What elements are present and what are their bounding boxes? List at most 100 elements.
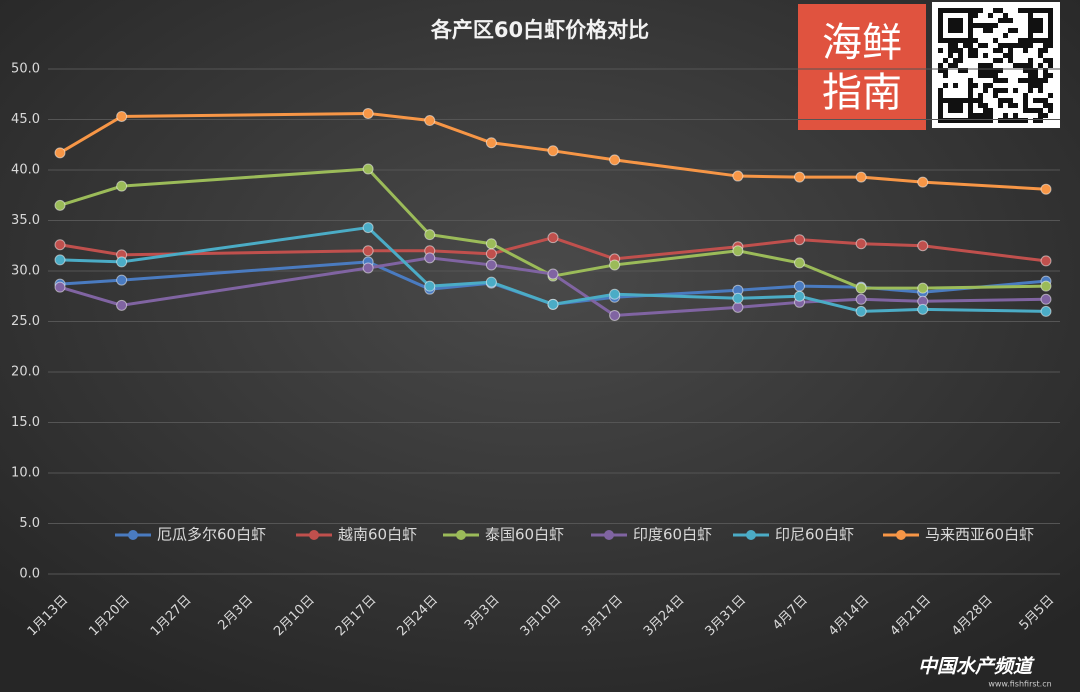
qr-cell [938, 38, 943, 43]
qr-cell [1028, 13, 1033, 18]
qr-cell [988, 23, 993, 28]
qr-cell [993, 78, 998, 83]
qr-cell [973, 98, 978, 103]
qr-cell [968, 28, 973, 33]
data-point [485, 238, 497, 250]
qr-cell [1038, 113, 1043, 118]
qr-cell [958, 48, 963, 53]
qr-cell [1048, 63, 1053, 68]
data-point [917, 282, 929, 294]
qr-cell [1023, 63, 1028, 68]
data-point [116, 299, 128, 311]
y-tick-label: 35.0 [11, 213, 40, 228]
qr-cell [1033, 23, 1038, 28]
qr-cell [1038, 108, 1043, 113]
qr-cell [1028, 28, 1033, 33]
qr-cell [948, 103, 953, 108]
qr-cell [1033, 83, 1038, 88]
qr-pattern [938, 8, 1053, 123]
data-point [116, 274, 128, 286]
qr-cell [983, 63, 988, 68]
legend-label: 印度60白虾 [633, 526, 712, 544]
qr-cell [978, 68, 983, 73]
qr-cell [1023, 98, 1028, 103]
legend-marker [746, 530, 756, 540]
qr-cell [973, 48, 978, 53]
data-point [732, 292, 744, 304]
qr-cell [1048, 103, 1053, 108]
qr-cell [983, 23, 988, 28]
qr-cell [1033, 118, 1038, 123]
qr-cell [998, 118, 1003, 123]
qr-cell [1013, 63, 1018, 68]
qr-cell [1008, 43, 1013, 48]
qr-cell [1048, 43, 1053, 48]
qr-cell [988, 28, 993, 33]
qr-cell [963, 38, 968, 43]
qr-cell [993, 8, 998, 13]
qr-cell [938, 8, 943, 13]
qr-cell [953, 83, 958, 88]
watermark-url: www.fishfirst.cn [988, 680, 1051, 689]
qr-cell [1003, 113, 1008, 118]
data-point [116, 180, 128, 192]
qr-cell [983, 108, 988, 113]
data-point [485, 259, 497, 271]
qr-cell [998, 78, 1003, 83]
data-point [424, 229, 436, 241]
qr-cell [938, 68, 943, 73]
qr-cell [953, 108, 958, 113]
qr-cell [1048, 38, 1053, 43]
qr-cell [958, 8, 963, 13]
qr-cell [1038, 28, 1043, 33]
qr-cell [978, 113, 983, 118]
qr-cell [938, 108, 943, 113]
qr-cell [968, 98, 973, 103]
data-point [794, 257, 805, 269]
qr-cell [1028, 8, 1033, 13]
data-point [917, 240, 929, 252]
qr-cell [958, 23, 963, 28]
y-tick-label: 40.0 [11, 163, 40, 178]
qr-cell [1023, 78, 1028, 83]
legend-label: 泰国60白虾 [485, 526, 564, 544]
qr-cell [968, 108, 973, 113]
qr-cell [953, 28, 958, 33]
qr-cell [958, 18, 963, 23]
qr-cell [973, 8, 978, 13]
qr-cell [1028, 63, 1033, 68]
qr-cell [1018, 78, 1023, 83]
qr-cell [938, 118, 943, 123]
qr-cell [943, 38, 948, 43]
qr-cell [988, 83, 993, 88]
qr-cell [998, 98, 1003, 103]
qr-cell [953, 38, 958, 43]
qr-cell [998, 88, 1003, 93]
qr-cell [963, 98, 968, 103]
data-point [485, 276, 497, 288]
qr-cell [993, 73, 998, 78]
data-point [609, 259, 621, 271]
qr-cell [988, 108, 993, 113]
qr-cell [1043, 58, 1048, 63]
qr-cell [978, 73, 983, 78]
qr-cell [948, 8, 953, 13]
qr-cell [938, 13, 943, 18]
data-point [362, 222, 374, 234]
qr-cell [973, 13, 978, 18]
qr-cell [998, 8, 1003, 13]
qr-cell [998, 48, 1003, 53]
qr-cell [943, 68, 948, 73]
qr-cell [938, 28, 943, 33]
qr-cell [1023, 68, 1028, 73]
qr-cell [963, 68, 968, 73]
qr-cell [983, 53, 988, 58]
qr-cell [1043, 43, 1048, 48]
qr-cell [943, 73, 948, 78]
data-point [54, 199, 66, 211]
qr-cell [1033, 68, 1038, 73]
data-point [609, 154, 621, 166]
qr-cell [1003, 98, 1008, 103]
qr-cell [1023, 108, 1028, 113]
qr-cell [938, 98, 943, 103]
